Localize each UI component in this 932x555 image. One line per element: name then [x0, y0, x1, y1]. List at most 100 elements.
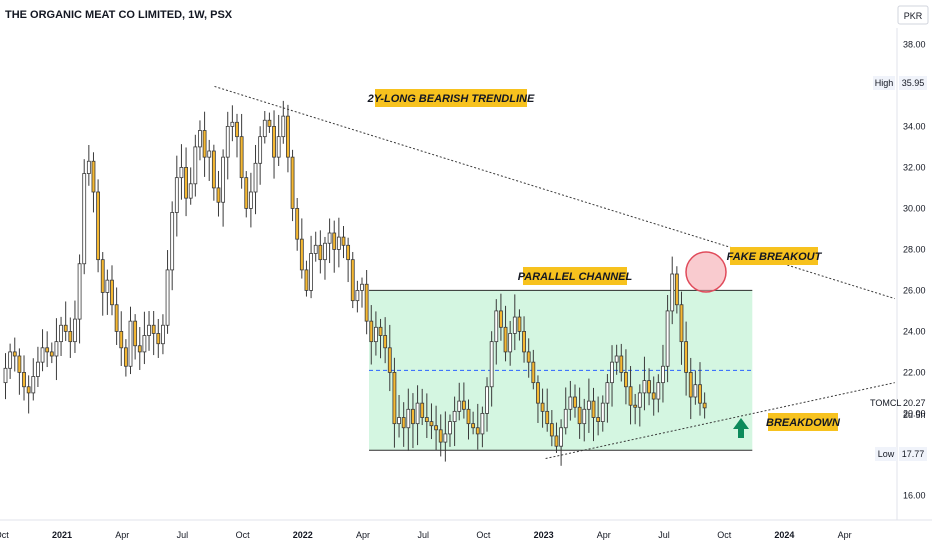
candle-4[interactable]: [17, 348, 22, 395]
candle-132[interactable]: [610, 345, 614, 407]
candle-37[interactable]: [170, 201, 175, 291]
candle-147[interactable]: [679, 291, 684, 365]
candle-133[interactable]: [614, 344, 619, 375]
candle-103[interactable]: [475, 403, 480, 450]
candle-121[interactable]: [559, 419, 563, 466]
candle-126[interactable]: [582, 398, 587, 442]
candle-39[interactable]: [179, 144, 184, 200]
candle-7[interactable]: [31, 358, 36, 401]
candle-62[interactable]: [286, 104, 290, 173]
candle-65[interactable]: [299, 218, 304, 279]
candle-36[interactable]: [165, 250, 170, 334]
candle-38[interactable]: [174, 155, 179, 237]
candle-120[interactable]: [554, 422, 559, 453]
candle-23[interactable]: [105, 269, 110, 315]
candle-52[interactable]: [239, 113, 244, 189]
candle-1[interactable]: [3, 353, 8, 400]
candle-116[interactable]: [536, 375, 540, 423]
candle-9[interactable]: [40, 329, 45, 372]
candle-11[interactable]: [49, 342, 54, 364]
candle-146[interactable]: [674, 266, 679, 314]
candle-101[interactable]: [466, 399, 471, 440]
time-axis[interactable]: Oct 2021 Apr Jul Oct 2022 Apr Jul Oct 2023 Apr Jul O…: [0, 530, 852, 540]
candle-14[interactable]: [63, 301, 68, 342]
candle-28[interactable]: [128, 306, 133, 375]
candle-54[interactable]: [248, 172, 253, 228]
candle-90[interactable]: [415, 385, 420, 446]
candle-58[interactable]: [267, 112, 272, 133]
candle-67[interactable]: [309, 235, 313, 299]
candle-115[interactable]: [531, 349, 536, 390]
candle-108[interactable]: [499, 293, 503, 341]
candle-104[interactable]: [480, 406, 485, 448]
candle-50[interactable]: [230, 105, 235, 142]
candle-83[interactable]: [383, 317, 388, 364]
candle-22[interactable]: [100, 252, 105, 316]
candle-89[interactable]: [411, 393, 415, 449]
candle-68[interactable]: [313, 231, 318, 262]
candle-15[interactable]: [68, 317, 73, 358]
candle-33[interactable]: [151, 311, 156, 356]
candle-113[interactable]: [522, 316, 526, 363]
candle-59[interactable]: [272, 110, 276, 179]
candle-88[interactable]: [406, 388, 411, 451]
candle-20[interactable]: [91, 152, 96, 213]
candle-53[interactable]: [244, 171, 249, 218]
candle-125[interactable]: [577, 387, 582, 439]
candle-13[interactable]: [59, 316, 63, 356]
candle-150[interactable]: [693, 370, 698, 405]
candle-56[interactable]: [258, 126, 263, 185]
candle-117[interactable]: [540, 388, 545, 428]
candle-129[interactable]: [596, 396, 601, 436]
candle-57[interactable]: [262, 110, 267, 144]
candle-102[interactable]: [471, 411, 476, 435]
candle-24[interactable]: [110, 265, 114, 316]
annotation-bearish-trendline[interactable]: 2Y-LONG BEARISH TRENDLINE: [367, 89, 535, 107]
candle-112[interactable]: [517, 309, 522, 341]
candle-70[interactable]: [323, 236, 327, 280]
currency-badge[interactable]: [897, 5, 929, 25]
candle-32[interactable]: [147, 311, 151, 351]
candle-124[interactable]: [573, 384, 577, 418]
candle-142[interactable]: [656, 374, 661, 413]
candle-25[interactable]: [114, 287, 119, 345]
candle-10[interactable]: [45, 331, 50, 368]
candle-48[interactable]: [221, 149, 226, 227]
candle-148[interactable]: [684, 321, 689, 396]
candle-29[interactable]: [133, 314, 138, 360]
candle-122[interactable]: [563, 387, 568, 435]
candle-80[interactable]: [369, 305, 374, 365]
candle-6[interactable]: [26, 375, 31, 414]
candle-137[interactable]: [633, 393, 638, 425]
candle-109[interactable]: [503, 305, 508, 362]
candle-92[interactable]: [424, 393, 429, 438]
candle-99[interactable]: [457, 382, 462, 421]
candle-5[interactable]: [22, 355, 26, 401]
candle-143[interactable]: [661, 344, 665, 403]
candle-26[interactable]: [119, 311, 124, 366]
fake-breakout-circle[interactable]: [685, 251, 727, 293]
candle-77[interactable]: [355, 280, 360, 313]
candle-95[interactable]: [438, 414, 443, 457]
candle-8[interactable]: [36, 346, 40, 387]
candle-19[interactable]: [86, 145, 91, 186]
candle-151[interactable]: [698, 362, 702, 416]
candle-3[interactable]: [12, 337, 17, 372]
candle-144[interactable]: [665, 295, 670, 383]
candle-27[interactable]: [123, 339, 128, 377]
candle-64[interactable]: [295, 198, 300, 251]
annotation-parallel-channel[interactable]: PARALLEL CHANNEL: [518, 267, 633, 285]
candle-127[interactable]: [586, 378, 591, 433]
candle-55[interactable]: [253, 144, 258, 215]
candle-73[interactable]: [336, 217, 341, 268]
candle-82[interactable]: [378, 318, 383, 359]
candle-42[interactable]: [193, 134, 198, 197]
candle-63[interactable]: [290, 149, 295, 222]
candle-97[interactable]: [448, 414, 452, 447]
candle-30[interactable]: [137, 327, 142, 370]
candle-12[interactable]: [54, 318, 59, 381]
candle-98[interactable]: [452, 396, 457, 447]
candle-134[interactable]: [619, 343, 624, 382]
annotation-breakdown[interactable]: BREAKDOWN: [766, 413, 841, 431]
